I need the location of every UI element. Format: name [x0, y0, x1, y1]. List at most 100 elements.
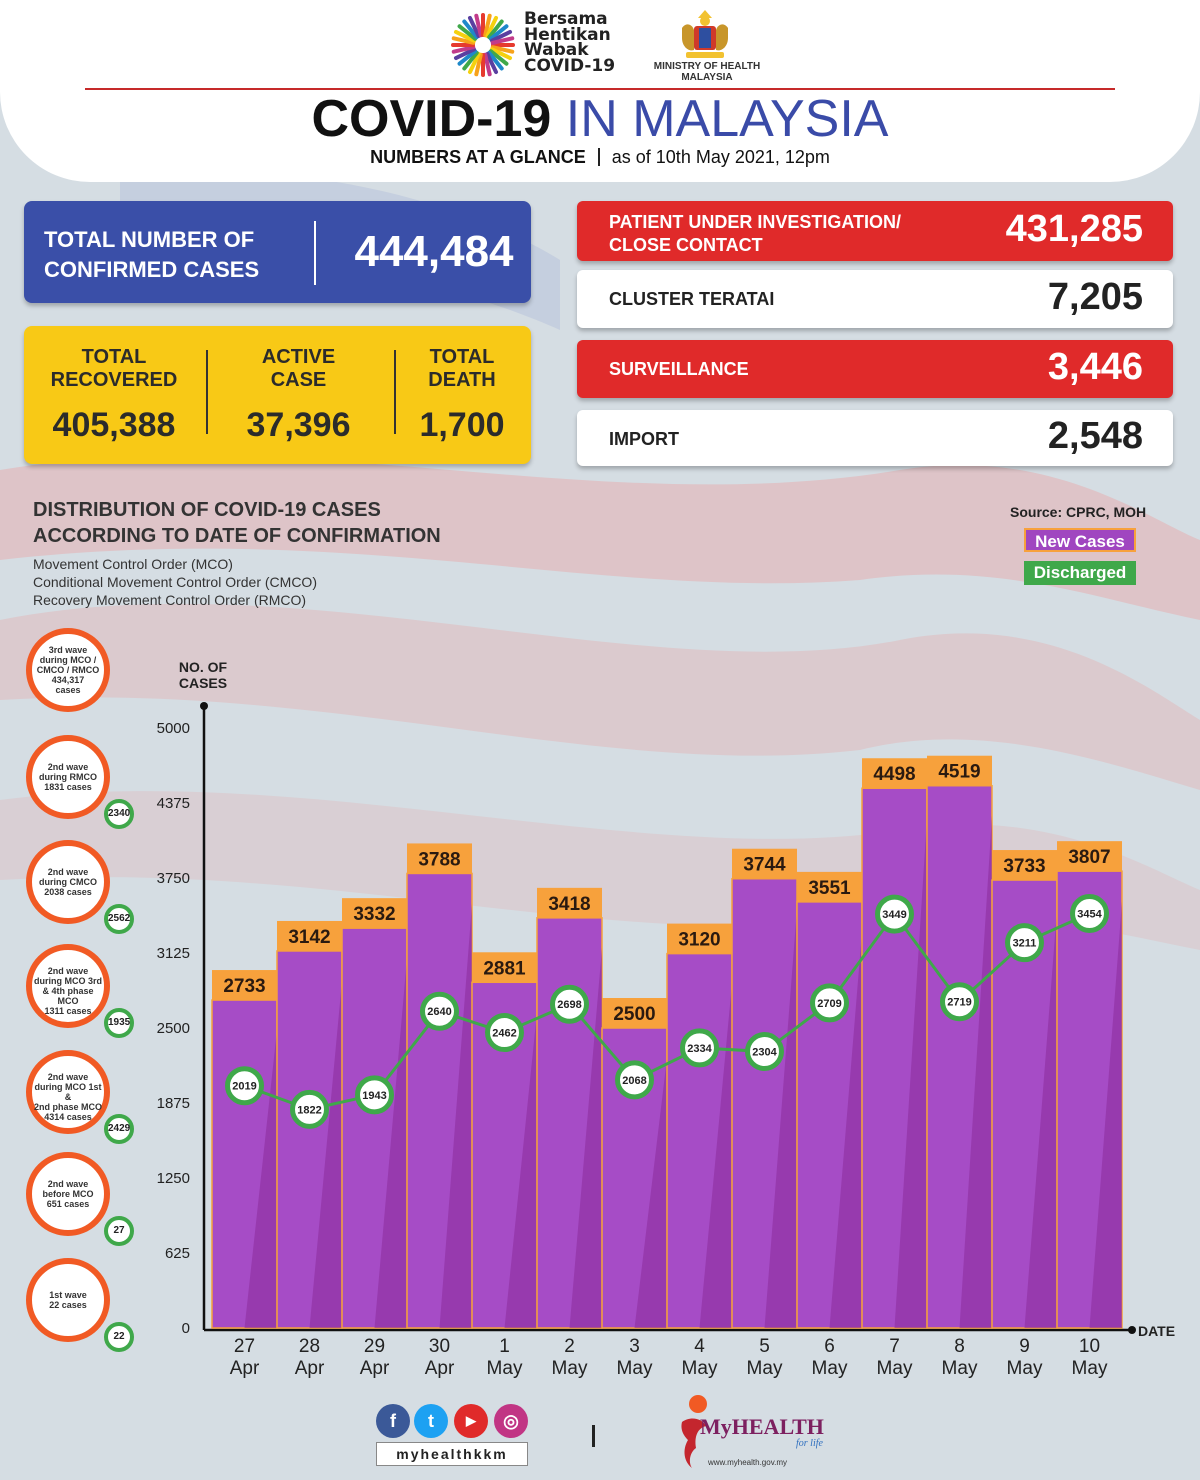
- wave-text-line: 651 cases: [46, 1199, 90, 1209]
- sun-ray: [490, 47, 513, 61]
- bar-shade: [374, 958, 407, 1328]
- y-tick-label: 5000: [157, 720, 190, 737]
- wave-text-line: & 4th phase MCO: [42, 986, 94, 1006]
- discharged-point: [615, 1060, 654, 1100]
- wave-text-line: during MCO 3rd: [34, 976, 102, 986]
- sun-ray: [490, 36, 515, 45]
- myhealth-tagline: for life: [796, 1438, 823, 1449]
- bar-label-box: [602, 998, 667, 1028]
- subtitle-separator: [597, 148, 600, 166]
- discharged-point: [290, 1089, 329, 1129]
- myhealth-figure-icon: [681, 1395, 707, 1468]
- stat-label: SURVEILLANCE: [609, 359, 749, 379]
- x-tick-label: 3: [629, 1336, 640, 1357]
- bar-value-label: 3744: [743, 855, 786, 876]
- wave-text-line: 22 cases: [49, 1300, 87, 1310]
- active-column: ACTIVE CASE 37,396: [216, 346, 381, 445]
- x-tick-label: May: [1007, 1358, 1043, 1379]
- y-tick-label: 3750: [157, 870, 190, 887]
- sun-ray: [483, 13, 492, 38]
- wave-discharged-badge: 1935: [104, 1008, 134, 1038]
- discharged-point: [875, 894, 914, 934]
- summary-label: TOTAL: [81, 346, 147, 368]
- x-axis-end-dot: [1128, 1326, 1136, 1334]
- x-tick-label: Apr: [295, 1358, 325, 1379]
- chart-title: DISTRIBUTION OF COVID-19 CASES ACCORDING…: [33, 497, 441, 549]
- header-divider: [85, 88, 1115, 90]
- x-tick-label: 27: [234, 1336, 255, 1357]
- y-tick-label: 3125: [157, 945, 190, 962]
- bar-shade: [699, 983, 732, 1328]
- bar-value-label: 3807: [1068, 847, 1110, 868]
- discharged-value-label: 2068: [622, 1075, 646, 1087]
- wave-discharged-badge: 2340: [104, 799, 134, 829]
- sun-ray: [488, 49, 509, 66]
- stat-value: 2,548: [1047, 415, 1143, 457]
- bar-shade: [959, 815, 992, 1328]
- sun-ray: [490, 45, 515, 54]
- chart-subtitle-line: Recovery Movement Control Order (RMCO): [33, 592, 307, 608]
- wave-discharged-badge: 2562: [104, 904, 134, 934]
- page-title: COVID-19 IN MALAYSIA: [0, 90, 1200, 148]
- discharged-value-label: 2462: [492, 1028, 516, 1040]
- x-tick-label: May: [942, 1358, 978, 1379]
- summary-label: TOTAL: [429, 346, 495, 368]
- bar-value-label: 2500: [613, 1004, 655, 1025]
- bar-value-label: 3733: [1003, 856, 1045, 877]
- wave-circle: 2nd wave during RMCO 1831 cases: [26, 735, 110, 819]
- x-tick-label: May: [552, 1358, 588, 1379]
- discharged-value-label: 2640: [427, 1006, 451, 1018]
- wave-discharged-badge: 2429: [104, 1114, 134, 1144]
- sun-ray: [451, 36, 476, 45]
- x-tick-label: 8: [954, 1336, 965, 1357]
- youtube-icon[interactable]: ▶: [454, 1404, 488, 1438]
- discharged-value-label: 2698: [557, 999, 581, 1011]
- wave-text-line: 2nd wave: [47, 1072, 89, 1082]
- discharged-point: [485, 1013, 524, 1053]
- wave-circle: 2nd wave during MCO 3rd & 4th phase MCO 131…: [26, 944, 110, 1028]
- stat-label-line: CLOSE CONTACT: [609, 235, 763, 255]
- sun-ray: [462, 19, 479, 40]
- bar-value-label: 3142: [288, 927, 330, 948]
- bar-shade: [1089, 901, 1122, 1328]
- sun-ray: [462, 50, 479, 71]
- ministry-label: MINISTRY OF HEALTH MALAYSIA: [640, 61, 774, 83]
- wave-text-line: 2038 cases: [44, 887, 92, 897]
- twitter-icon[interactable]: t: [414, 1404, 448, 1438]
- y-axis-title: CASES: [179, 675, 227, 691]
- wave-circle: 3rd wave during MCO / CMCO / RMCO 434,317 ca…: [26, 628, 110, 712]
- wave-text-line: before MCO: [42, 1189, 94, 1199]
- instagram-icon[interactable]: ◎: [494, 1404, 528, 1438]
- sun-ray: [467, 15, 481, 38]
- bar-shade: [829, 931, 862, 1328]
- bar-label-box: [472, 952, 537, 983]
- social-handle[interactable]: myhealthkkm: [376, 1442, 528, 1466]
- x-tick-label: Apr: [230, 1358, 260, 1379]
- x-axis-title: DATE: [1138, 1323, 1175, 1339]
- discharged-point: [940, 982, 979, 1022]
- bar-label-box: [407, 843, 472, 874]
- wave-text-line: during CMCO: [39, 877, 97, 887]
- facebook-icon[interactable]: f: [376, 1404, 410, 1438]
- discharged-value-label: 2719: [947, 997, 971, 1009]
- bar-shade: [1024, 910, 1057, 1328]
- x-tick-label: 4: [694, 1336, 705, 1357]
- stat-cluster-teratai: CLUSTER TERATAI 7,205: [577, 270, 1173, 328]
- x-tick-label: 28: [299, 1336, 320, 1357]
- y-tick-label: 625: [165, 1245, 190, 1262]
- confirmed-label-line: TOTAL NUMBER OF: [44, 227, 255, 252]
- bar-shade: [634, 1058, 667, 1328]
- ministry-line: MALAYSIA: [681, 72, 733, 83]
- sun-ray: [453, 29, 476, 43]
- bar-value-label: 3551: [808, 878, 851, 899]
- wave-discharged-badge: 22: [104, 1322, 134, 1352]
- discharged-value-label: 2709: [817, 998, 841, 1010]
- stat-label: PATIENT UNDER INVESTIGATION/ CLOSE CONTA…: [609, 211, 901, 257]
- sun-ray: [485, 15, 499, 38]
- legend-new-cases: New Cases: [1024, 528, 1136, 552]
- discharged-point: [225, 1066, 264, 1106]
- stat-surveillance: SURVEILLANCE 3,446: [577, 340, 1173, 398]
- myhealth-logo: MyHEALTH for life www.myhealth.gov.my: [672, 1392, 832, 1472]
- confirmed-cases-card: TOTAL NUMBER OF CONFIRMED CASES 444,484: [24, 201, 531, 303]
